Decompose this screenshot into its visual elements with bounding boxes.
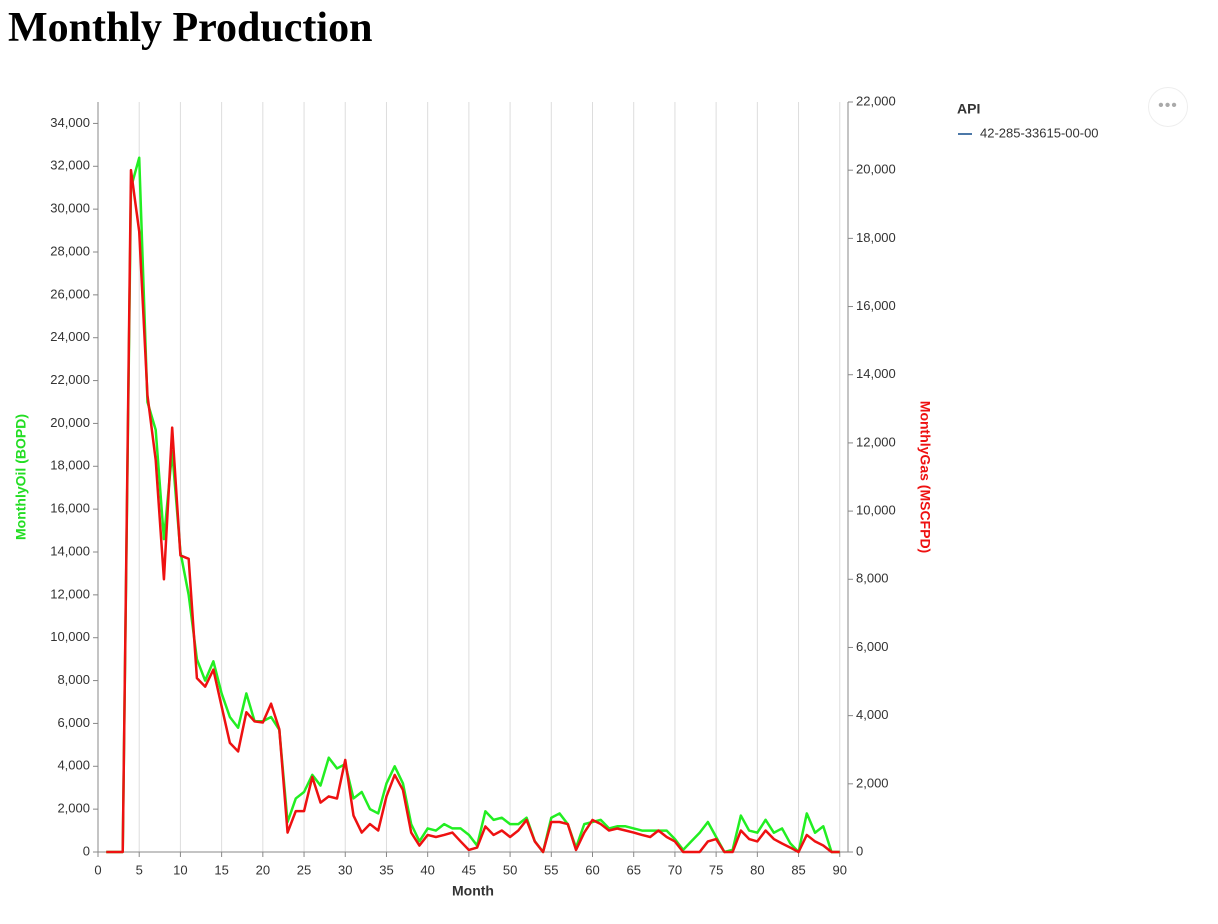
y-tick-label: 4,000 xyxy=(57,758,90,773)
x-tick-label: 10 xyxy=(173,862,187,877)
y2-tick-label: 18,000 xyxy=(856,230,896,245)
x-tick-label: 45 xyxy=(462,862,476,877)
data-line xyxy=(106,156,840,854)
x-tick-label: 90 xyxy=(833,862,847,877)
x-tick-label: 65 xyxy=(626,862,640,877)
y-tick-label: 14,000 xyxy=(50,543,90,558)
y-tick-label: 24,000 xyxy=(50,329,90,344)
y-tick-label: 6,000 xyxy=(57,715,90,730)
y2-tick-label: 16,000 xyxy=(856,298,896,313)
y2-tick-label: 14,000 xyxy=(856,366,896,381)
page-title: Monthly Production xyxy=(8,5,373,51)
y-tick-label: 18,000 xyxy=(50,458,90,473)
y-tick-label: 22,000 xyxy=(50,372,90,387)
y2-tick-label: 6,000 xyxy=(856,639,889,654)
y2-tick-label: 20,000 xyxy=(856,162,896,177)
menu-button[interactable]: ••• xyxy=(1148,87,1188,127)
x-tick-label: 80 xyxy=(750,862,764,877)
legend-title: API xyxy=(957,101,980,117)
x-tick-label: 70 xyxy=(668,862,682,877)
y-tick-label: 32,000 xyxy=(50,158,90,173)
y2-tick-label: 12,000 xyxy=(856,434,896,449)
x-tick-label: 20 xyxy=(256,862,270,877)
x-tick-label: 0 xyxy=(94,862,101,877)
y2-axis-title: MonthlyGas (MSCFPD) xyxy=(917,401,933,553)
y2-tick-label: 8,000 xyxy=(856,571,889,586)
x-tick-label: 5 xyxy=(136,862,143,877)
x-tick-label: 50 xyxy=(503,862,517,877)
y-tick-label: 26,000 xyxy=(50,286,90,301)
x-tick-label: 55 xyxy=(544,862,558,877)
y-tick-label: 10,000 xyxy=(50,629,90,644)
x-tick-label: 30 xyxy=(338,862,352,877)
y-tick-label: 34,000 xyxy=(50,115,90,130)
x-tick-label: 25 xyxy=(297,862,311,877)
x-tick-label: 60 xyxy=(585,862,599,877)
y-tick-label: 8,000 xyxy=(57,672,90,687)
y-tick-label: 28,000 xyxy=(50,243,90,258)
y2-tick-label: 10,000 xyxy=(856,503,896,518)
y2-tick-label: 4,000 xyxy=(856,707,889,722)
x-tick-label: 35 xyxy=(379,862,393,877)
x-axis-title: Month xyxy=(452,883,494,899)
x-tick-label: 75 xyxy=(709,862,723,877)
y-tick-label: 20,000 xyxy=(50,415,90,430)
y-axis-title: MonthlyOil (BOPD) xyxy=(13,414,29,540)
y-tick-label: 16,000 xyxy=(50,501,90,516)
y2-tick-label: 2,000 xyxy=(856,775,889,790)
y-tick-label: 2,000 xyxy=(57,801,90,816)
y-tick-label: 30,000 xyxy=(50,201,90,216)
y2-tick-label: 0 xyxy=(856,843,863,858)
y-tick-label: 0 xyxy=(83,843,90,858)
legend-label: 42-285-33615-00-00 xyxy=(980,125,1099,140)
y-tick-label: 12,000 xyxy=(50,586,90,601)
data-line xyxy=(106,168,840,854)
x-tick-label: 85 xyxy=(791,862,805,877)
x-tick-label: 40 xyxy=(420,862,434,877)
y2-tick-label: 22,000 xyxy=(856,93,896,108)
x-tick-label: 15 xyxy=(214,862,228,877)
